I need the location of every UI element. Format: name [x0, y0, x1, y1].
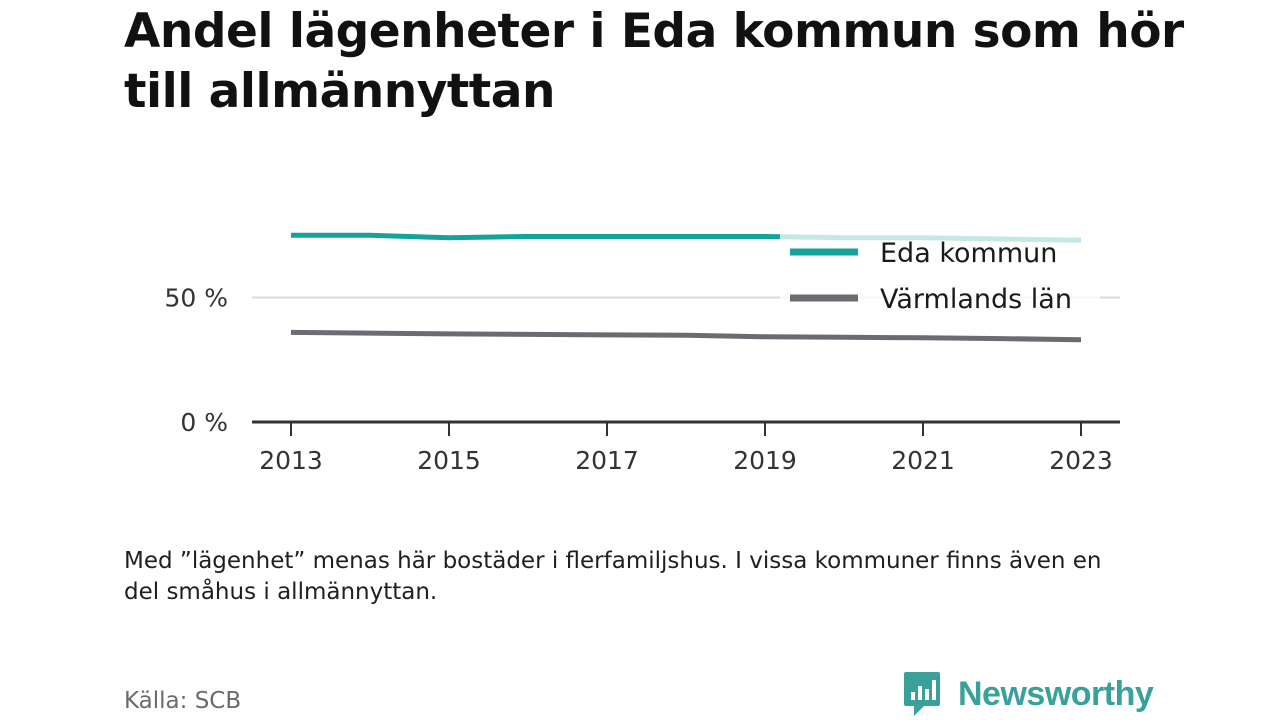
chart-note: Med ”lägenhet” menas här bostäder i fler… [124, 548, 1102, 605]
y-tick-label: 50 % [164, 284, 228, 313]
newsworthy-logo-icon [904, 672, 940, 716]
legend-background [780, 230, 1100, 326]
x-tick-label: 2015 [417, 446, 481, 475]
newsworthy-logo: Newsworthy [902, 670, 1154, 718]
chart-title: Andel lägenheter i Eda kommun som hör ti… [124, 4, 1184, 119]
y-tick-label: 0 % [180, 408, 228, 437]
legend-label: Värmlands län [880, 284, 1072, 315]
brand-name: Newsworthy [958, 674, 1154, 713]
line-chart: 0 % 50 % 2013 2015 2017 2019 2021 2023 Eda komm… [164, 230, 1120, 475]
x-tick-label: 2019 [733, 446, 797, 475]
x-tick-label: 2023 [1049, 446, 1113, 475]
x-tick-label: 2021 [891, 446, 955, 475]
source-label: Källa: SCB [124, 688, 242, 714]
x-tick-label: 2017 [575, 446, 639, 475]
series-line-1 [290, 329, 1082, 343]
legend-label: Eda kommun [880, 238, 1057, 269]
x-tick-label: 2013 [259, 446, 323, 475]
